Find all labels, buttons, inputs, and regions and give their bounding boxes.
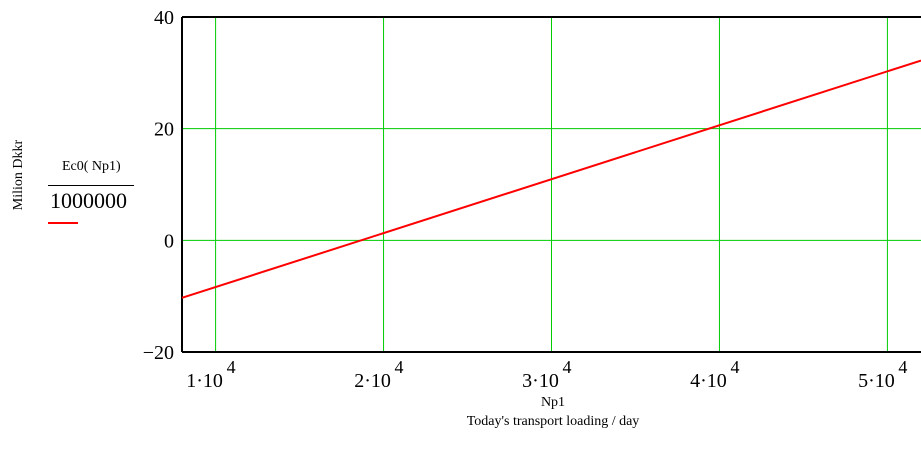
x-tick-exponent: 4: [395, 357, 404, 377]
x-tick-label: 3·10: [522, 370, 559, 392]
x-tick-exponent: 4: [563, 357, 572, 377]
y-tick-label: −20: [143, 342, 174, 364]
x-tick-exponent: 4: [730, 357, 739, 377]
y-tick-label: 20: [154, 119, 174, 141]
x-tick-label: 1·10: [186, 370, 223, 392]
x-tick-label: 5·10: [858, 370, 895, 392]
x-axis-variable: Np1: [540, 395, 566, 410]
y-tick-label: 0: [164, 230, 174, 252]
x-axis-label: Today's transport loading / day: [466, 414, 640, 429]
x-tick-label: 2·10: [354, 370, 391, 392]
legend-denominator: 1000000: [50, 188, 127, 213]
legend-swatch: [48, 222, 78, 224]
x-tick-exponent: 4: [898, 357, 907, 377]
x-tick-label: 4·10: [690, 370, 727, 392]
legend-expression: Ec0( Np1): [62, 159, 121, 174]
x-tick-exponent: 4: [227, 357, 236, 377]
y-tick-label: 40: [154, 7, 174, 29]
y-axis-label: Milion Dkkr: [11, 139, 26, 211]
legend-fraction-bar: [48, 185, 134, 186]
series-line: [181, 59, 921, 299]
